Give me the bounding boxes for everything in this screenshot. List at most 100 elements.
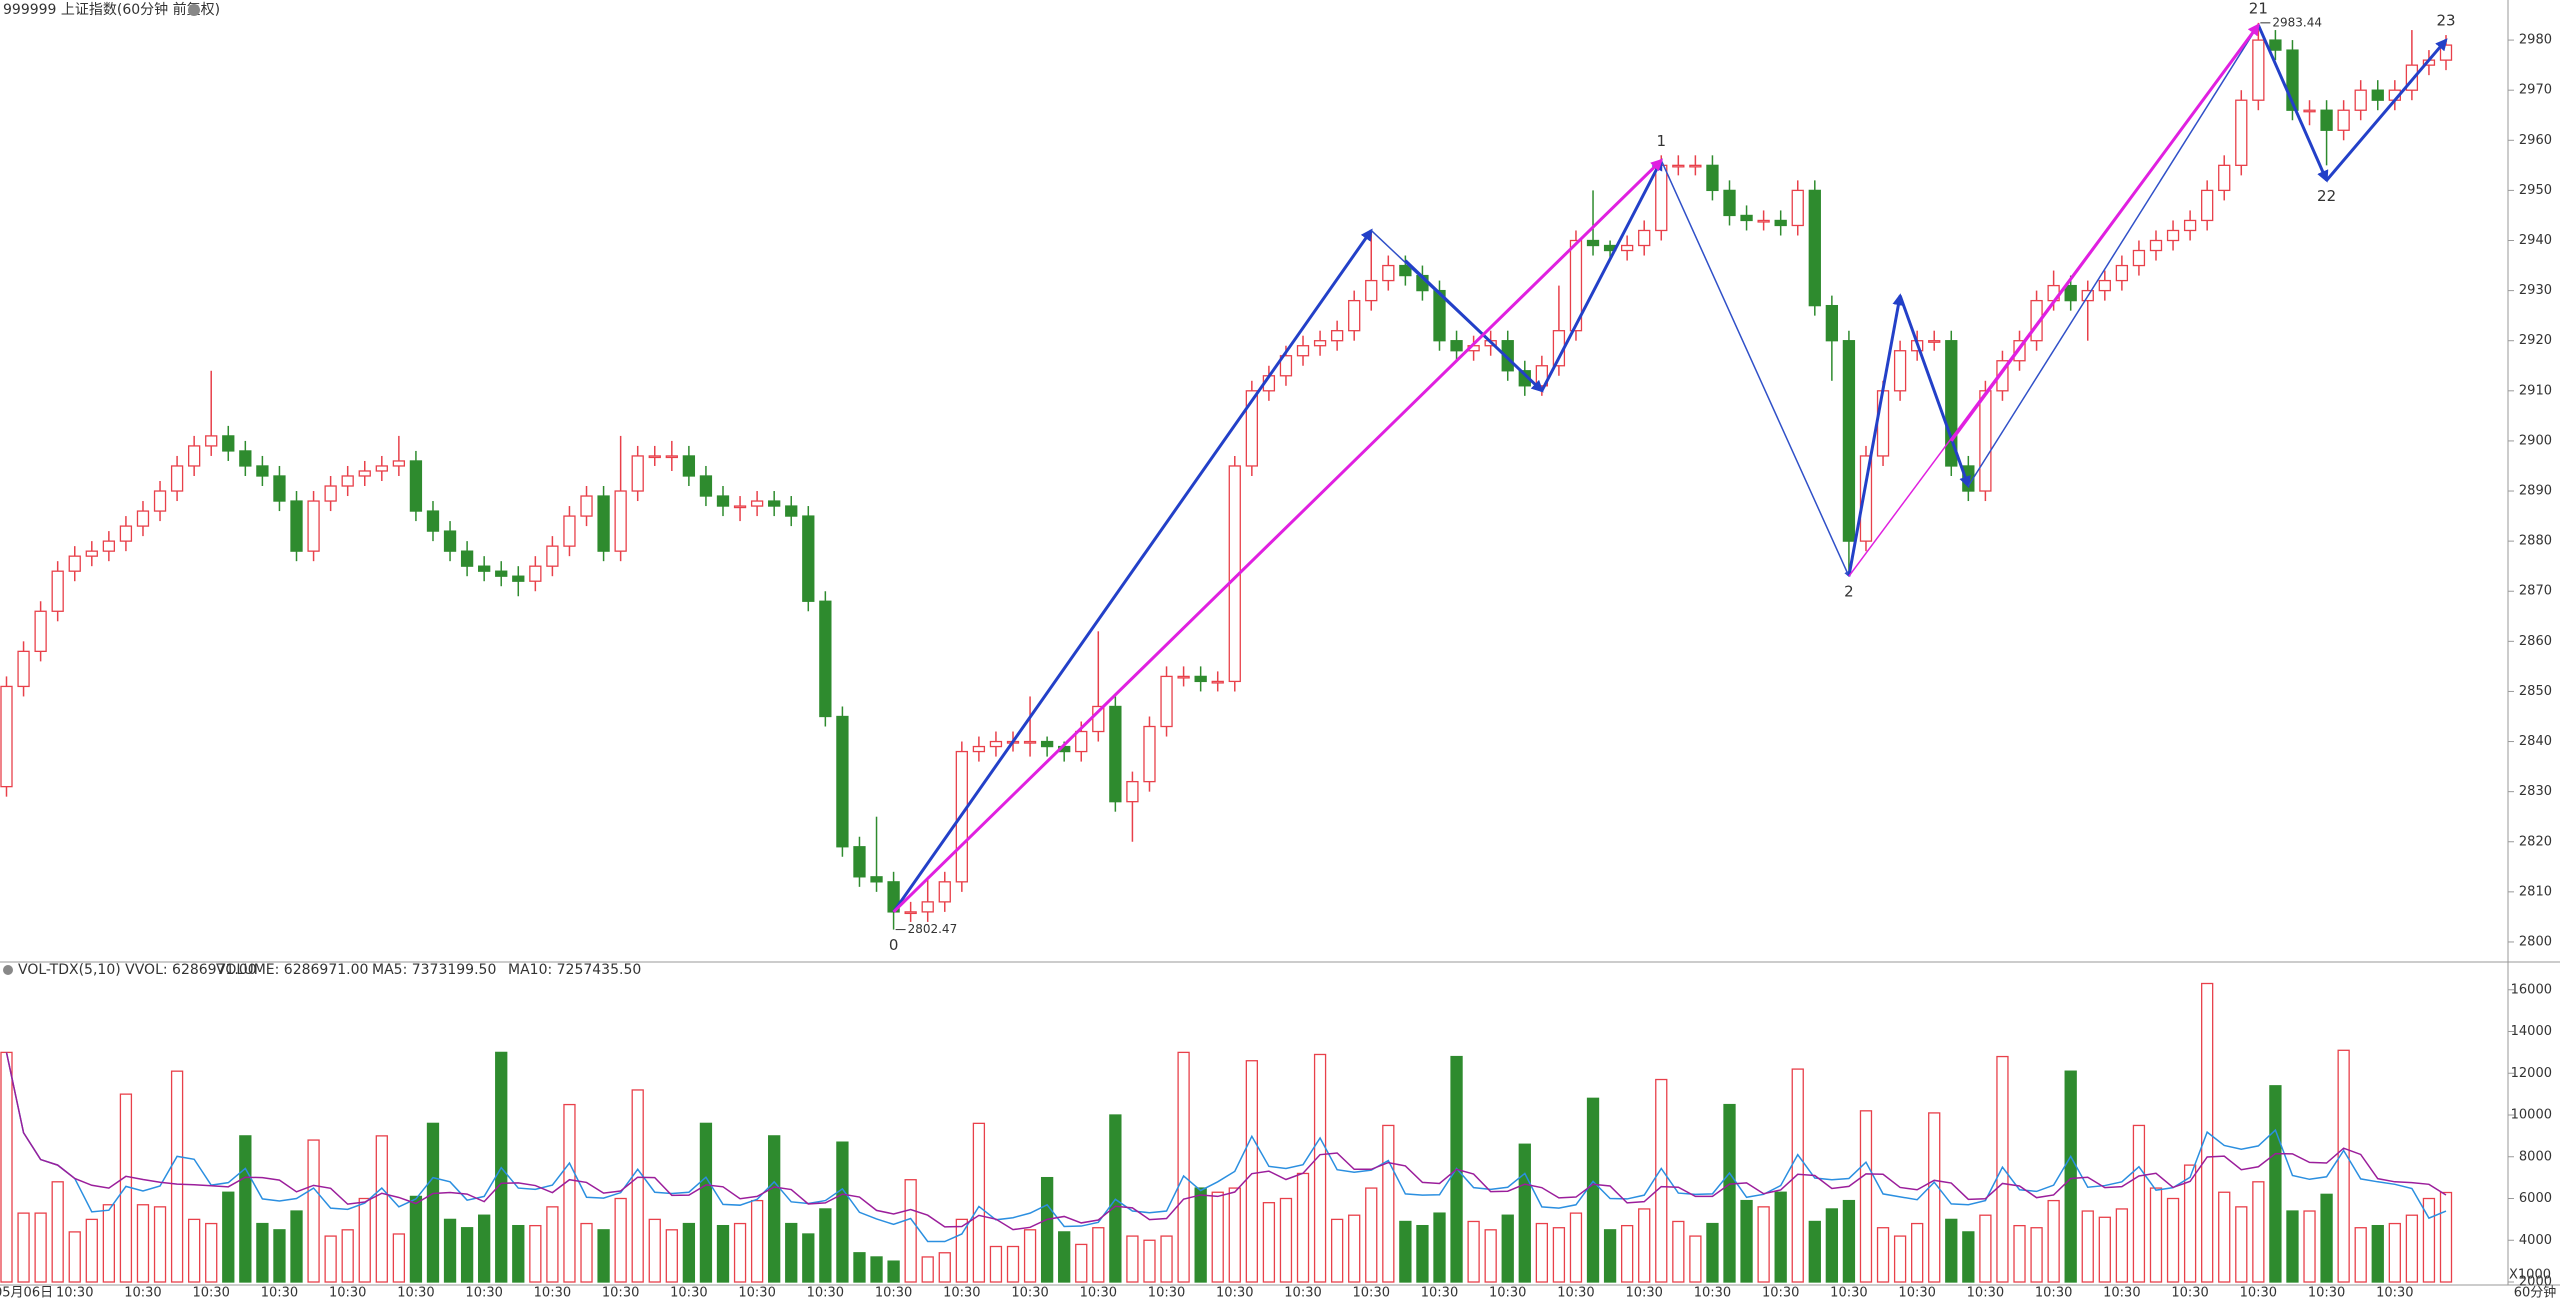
candle-body [1279,355,1293,377]
candle-body [188,445,201,467]
trend-line [1967,24,2259,487]
volume-bar [1160,1235,1173,1283]
volume-bar [597,1229,610,1283]
ma10-line [5,1052,2447,1231]
volume-bar [2371,1224,2384,1283]
zigzag-label: 22 [2317,187,2336,205]
candle-body [972,745,986,753]
volume-bar [1143,1239,1156,1283]
x-tick-label: 10:30 [602,1286,639,1300]
trend-line [2256,24,2329,183]
volume-bar [989,1245,1003,1283]
volume-unit: X1000 [2509,1268,2551,1283]
candle-body [768,500,781,507]
candle-body [1075,730,1088,753]
trend-line [1950,23,2260,442]
volume-bar [2286,1210,2299,1283]
volume-bar [1928,1112,1941,1283]
candle-body [2218,164,2231,192]
trend-line [1847,293,1905,577]
candle-body [1774,219,1787,227]
candle-body [392,460,406,467]
candle-body [34,610,47,653]
vol-y-tick-label: 14000 [2511,1024,2552,1039]
volume-bar [51,1181,64,1283]
candle-body [938,881,951,903]
volume-bar [1859,1110,1873,1283]
volume-bar [0,1051,13,1283]
candle-body [2320,109,2333,131]
volume-bar [2388,1222,2401,1283]
volume-bar [1876,1227,1890,1283]
candle-body [136,510,150,527]
volume-bar [1689,1235,1702,1283]
volume-bar [1058,1231,1071,1283]
y-tick-label: 2980 [2519,33,2552,48]
volume-bar [1399,1220,1412,1283]
candle-body [750,500,764,507]
volume-bar [1979,1214,1992,1283]
zigzag-label: 23 [2436,12,2455,30]
volume-bar [1296,1172,1310,1283]
candle-body [1160,675,1173,728]
volume-bar [1484,1229,1497,1283]
x-tick-label: 10:30 [2171,1286,2208,1300]
vol-title: VOL-TDX(5,10) VVOL: 6286971.00 [18,962,257,978]
x-axis-unit: 60分钟 [2514,1285,2557,1300]
x-tick-label: 10:30 [192,1286,229,1300]
candle-body [989,740,1003,748]
candle-body [1586,239,1600,247]
volume-bar [2354,1227,2367,1283]
volume-bar [222,1191,235,1283]
volume-bar [512,1224,525,1283]
candle-body [1945,340,1958,467]
volume-bar [443,1218,457,1283]
volume-bar [324,1235,337,1283]
ma5-label: MA5: 7373199.50 [372,962,496,978]
candle-body [273,475,286,502]
x-tick-label: 10:30 [1967,1286,2004,1300]
candle-body [2371,89,2384,101]
candle-body [2064,284,2077,302]
volume-bar [2439,1191,2453,1283]
volume-bar [17,1212,30,1283]
vol-icon[interactable] [3,965,13,975]
volume-bar [768,1135,781,1283]
volume-bar [1962,1231,1975,1283]
volume-bar [2218,1191,2231,1283]
y-tick-label: 2840 [2519,734,2552,749]
title-icon[interactable] [188,4,200,16]
volume-bar [290,1210,303,1283]
volume-bar [1655,1078,1668,1283]
candle-body [2166,229,2180,242]
volume-bar [1808,1220,1821,1283]
volume-bar [1040,1176,1054,1283]
candle-body [2235,99,2248,166]
volume-bar [2269,1085,2282,1283]
volume-bar [205,1222,218,1283]
candle-body [1928,340,1941,343]
volume-bar [750,1199,764,1283]
volume-bar [1791,1068,1804,1283]
zigzag-label: 0 [889,936,899,954]
y-tick-label: 2890 [2519,484,2552,499]
candle-body [460,550,474,567]
candle-body [2030,299,2043,342]
candle-body [1399,264,1412,277]
x-tick-label: 10:30 [1011,1286,1048,1300]
candle-body [716,495,730,507]
volume-bar [1228,1187,1241,1283]
zigzag-label: 2 [1844,583,1854,601]
candle-body [1876,390,1890,457]
y-tick-label: 2960 [2519,133,2552,148]
candle-body [290,500,303,552]
x-tick-label: 10:30 [1694,1286,1731,1300]
candle-body [1126,780,1139,803]
candle-body [1092,705,1105,733]
volume-bar [256,1222,269,1283]
candle-body [341,475,354,487]
volume-bar [2013,1224,2026,1283]
y-tick-label: 2800 [2519,934,2552,949]
candle-body [495,570,508,577]
candle-body [2115,264,2129,282]
